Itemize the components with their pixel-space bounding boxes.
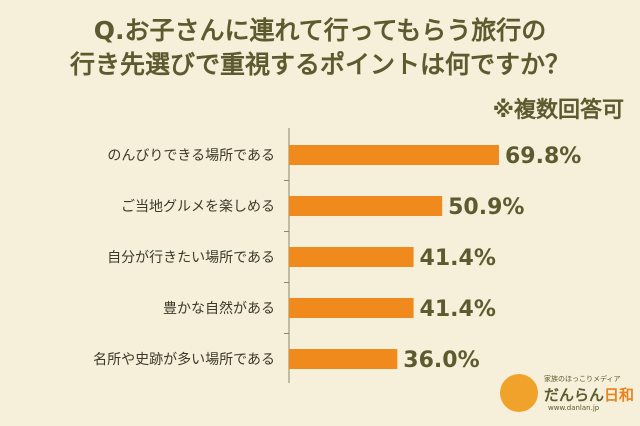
- value-label: 36.0%: [403, 348, 479, 373]
- brand-logo: 家族のほっこりメディア だんらん日和 www.danlan.jp: [500, 372, 634, 416]
- logo-url: www.danlan.jp: [548, 404, 600, 412]
- logo-tagline: 家族のほっこりメディア: [544, 375, 621, 383]
- value-label: 50.9%: [448, 195, 524, 220]
- category-label: のんびりできる場所である: [107, 148, 275, 164]
- value-label: 41.4%: [420, 246, 496, 271]
- logo-name-part2: 日和: [604, 386, 635, 404]
- bar: [289, 145, 499, 165]
- logo-name-part1: だんらん: [544, 386, 605, 404]
- logo-circle-icon: [500, 374, 538, 412]
- logo-name: だんらん日和: [544, 384, 634, 405]
- category-label: 豊かな自然がある: [163, 300, 275, 317]
- title-line-1: Q.お子さんに連れて行ってもらう旅行の: [93, 16, 547, 45]
- bar: [289, 247, 414, 267]
- bar: [289, 298, 414, 318]
- value-label: 69.8%: [505, 144, 581, 169]
- value-label: 41.4%: [420, 297, 496, 322]
- category-label: 自分が行きたい場所である: [107, 250, 275, 266]
- title-line-2: 行き先選びで重視するポイントは何ですか？: [69, 50, 570, 79]
- bar: [289, 349, 398, 369]
- category-label: ご当地グルメを楽しめる: [121, 199, 275, 215]
- bar: [289, 196, 443, 216]
- multiple-answer-note: ※複数回答可: [492, 98, 624, 123]
- chart-title: Q.お子さんに連れて行ってもらう旅行の 行き先選びで重視するポイントは何ですか？: [0, 14, 640, 82]
- category-label: 名所や史跡が多い場所である: [93, 351, 275, 368]
